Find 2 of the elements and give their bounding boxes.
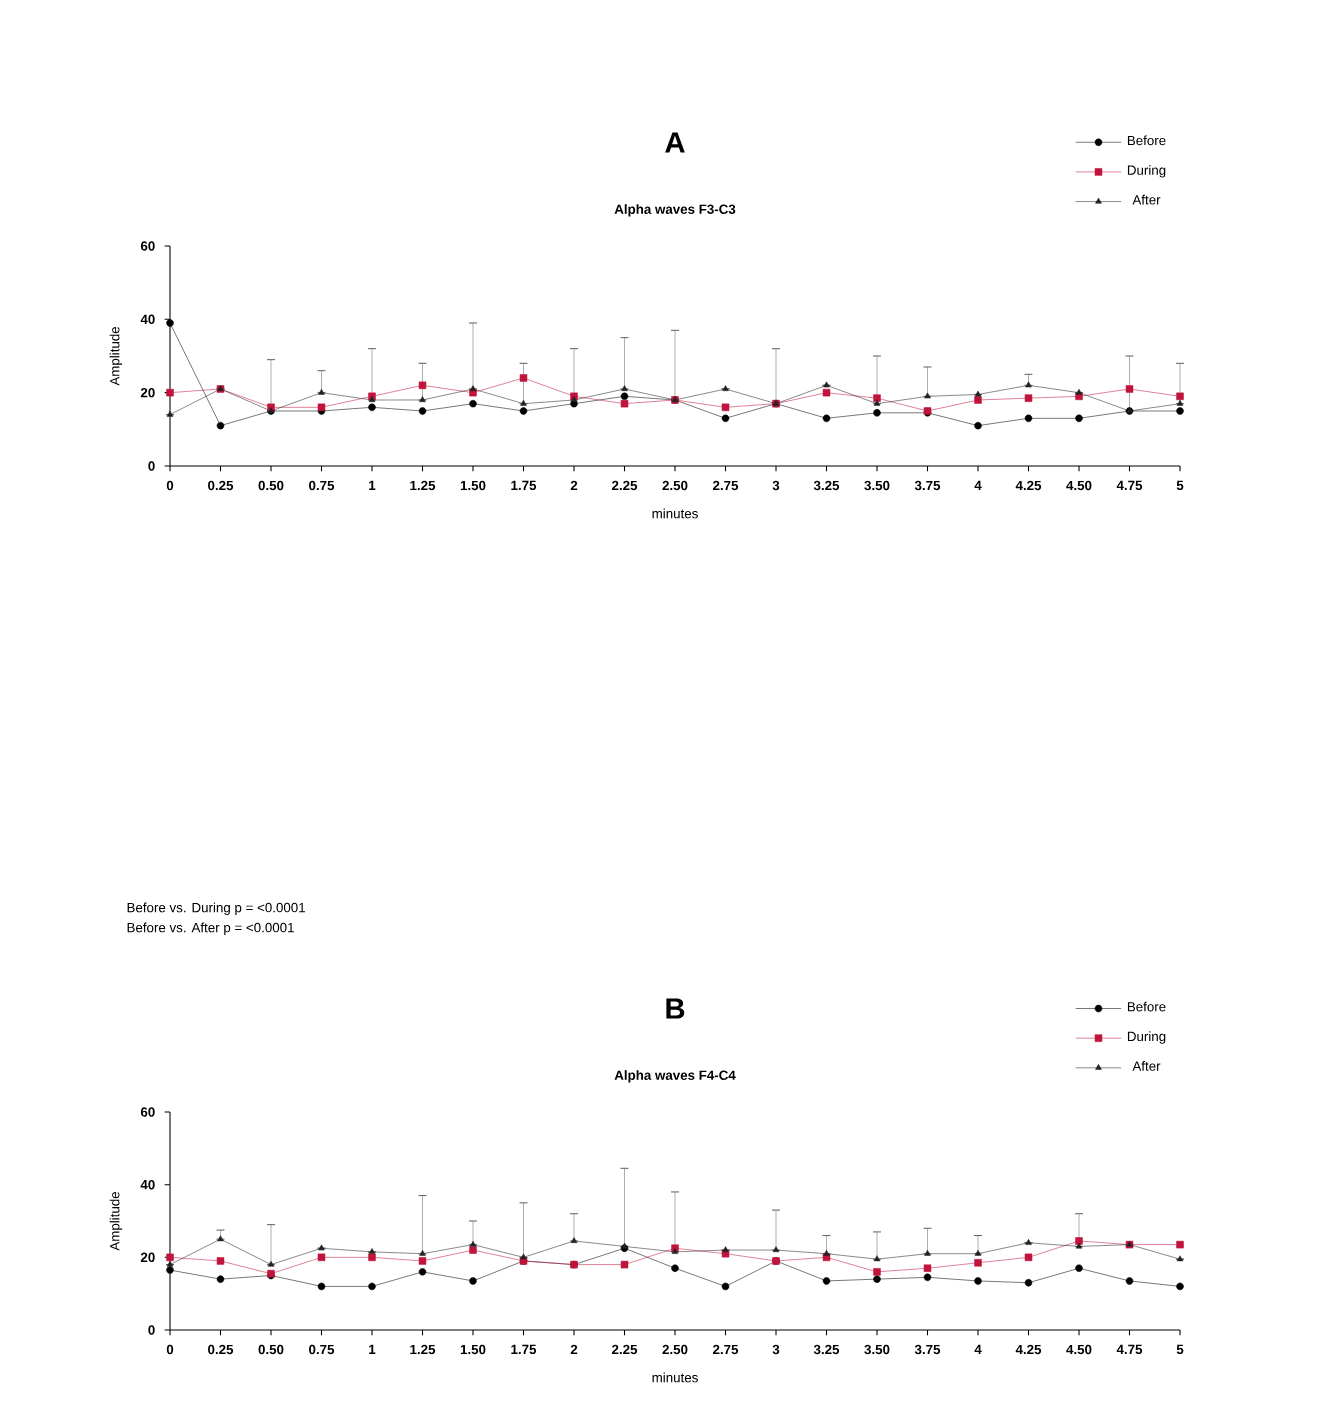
chart-title: B	[666, 998, 685, 1019]
chart-title: A	[665, 132, 685, 153]
